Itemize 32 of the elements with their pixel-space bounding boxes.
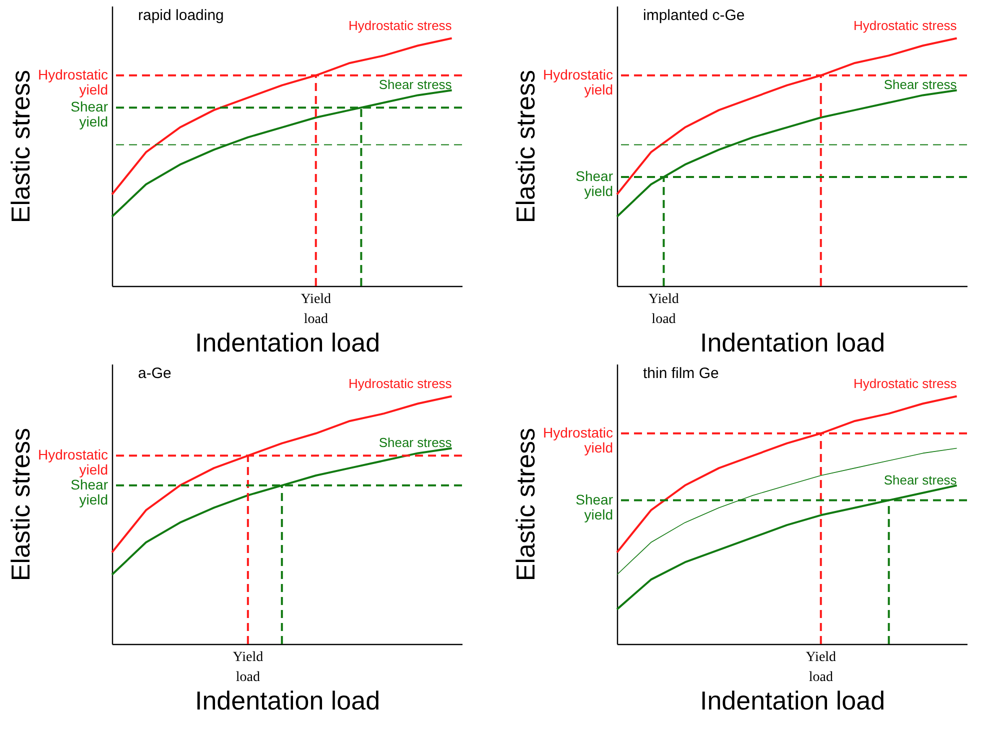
ref-line-label: Shear yield — [576, 168, 614, 199]
series-label: Hydrostatic stress — [853, 18, 958, 34]
annotation: Yield load — [648, 292, 679, 327]
ref-line-label: Hydrostatic yield — [542, 66, 613, 98]
x-axis-title: Indentation load — [700, 686, 886, 716]
chart-title: thin film Ge — [643, 365, 719, 382]
series-label: Shear stress — [884, 472, 958, 488]
ref-line-label: Hydrostatic yield — [38, 66, 108, 98]
series-label: Shear stress — [884, 77, 958, 92]
chart-title: a-Ge — [138, 365, 172, 382]
chart-title: rapid loading — [138, 7, 224, 24]
ref-line-label: Shear yield — [70, 98, 108, 130]
ref-line-label: Hydrostatic yield — [542, 424, 613, 456]
annotation: Yield load — [300, 292, 332, 327]
ref-line-label: Hydrostatic yield — [38, 446, 108, 478]
x-axis-title: Indentation load — [700, 328, 886, 358]
series-label: Hydrostatic stress — [348, 18, 452, 34]
chart-title: implanted c-Ge — [643, 7, 745, 24]
series-label: Shear stress — [378, 77, 452, 92]
annotation: Yield load — [806, 650, 836, 685]
y-axis-title: Elastic stress — [510, 428, 540, 582]
series-label: Hydrostatic stress — [348, 376, 452, 392]
y-axis-title: Elastic stress — [510, 70, 540, 224]
x-axis-title: Indentation load — [194, 686, 380, 716]
annotation: Yield load — [232, 650, 264, 685]
y-axis-title: Elastic stress — [6, 70, 36, 224]
y-axis-title: Elastic stress — [6, 428, 36, 582]
ref-line-label: Shear yield — [70, 476, 108, 508]
x-axis-title: Indentation load — [194, 328, 380, 358]
series-label: Hydrostatic stress — [853, 376, 958, 392]
ref-line-label: Shear yield — [576, 491, 614, 522]
series-label: Shear stress — [378, 435, 452, 450]
